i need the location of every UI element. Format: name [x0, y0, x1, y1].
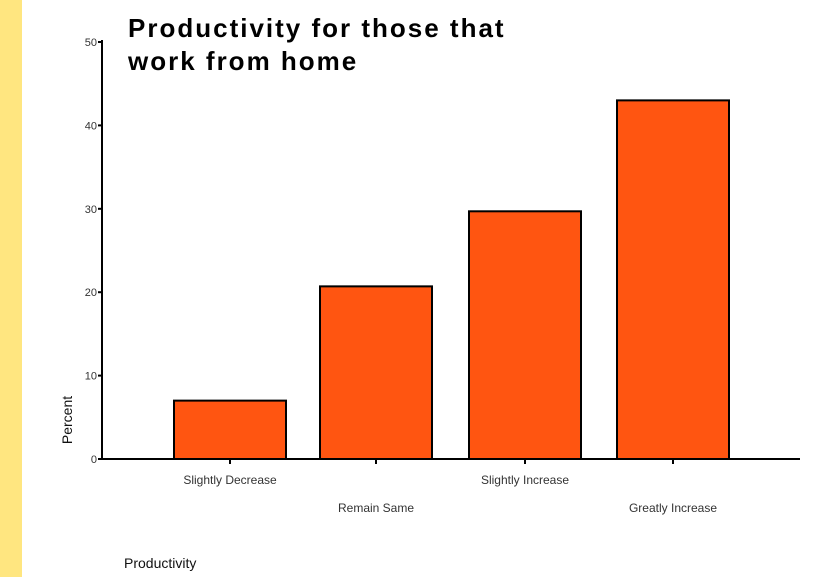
- chart-title-line-1: Productivity for those that: [128, 13, 506, 43]
- y-tick-label: 30: [85, 204, 97, 216]
- bar: [173, 399, 287, 460]
- bar: [468, 210, 582, 460]
- chart-title-line-2: work from home: [128, 46, 359, 76]
- bar: [319, 285, 433, 460]
- y-tick-label: 20: [85, 287, 97, 299]
- x-tick-label: Remain Same: [338, 501, 414, 515]
- x-axis-title: Productivity: [124, 555, 196, 571]
- x-tick-label: Slightly Decrease: [183, 473, 277, 487]
- bar: [616, 99, 730, 460]
- y-tick-label: 10: [85, 371, 97, 383]
- y-axis-title: Percent: [59, 396, 75, 444]
- x-tick-label: Greatly Increase: [629, 501, 717, 515]
- left-accent-stripe: [0, 0, 22, 577]
- y-tick-label: 40: [85, 120, 97, 132]
- y-tick-label: 0: [91, 454, 97, 466]
- y-tick-label: 50: [85, 37, 97, 49]
- x-tick-label: Slightly Increase: [481, 473, 569, 487]
- chart-title: Productivity for those that work from ho…: [128, 12, 728, 78]
